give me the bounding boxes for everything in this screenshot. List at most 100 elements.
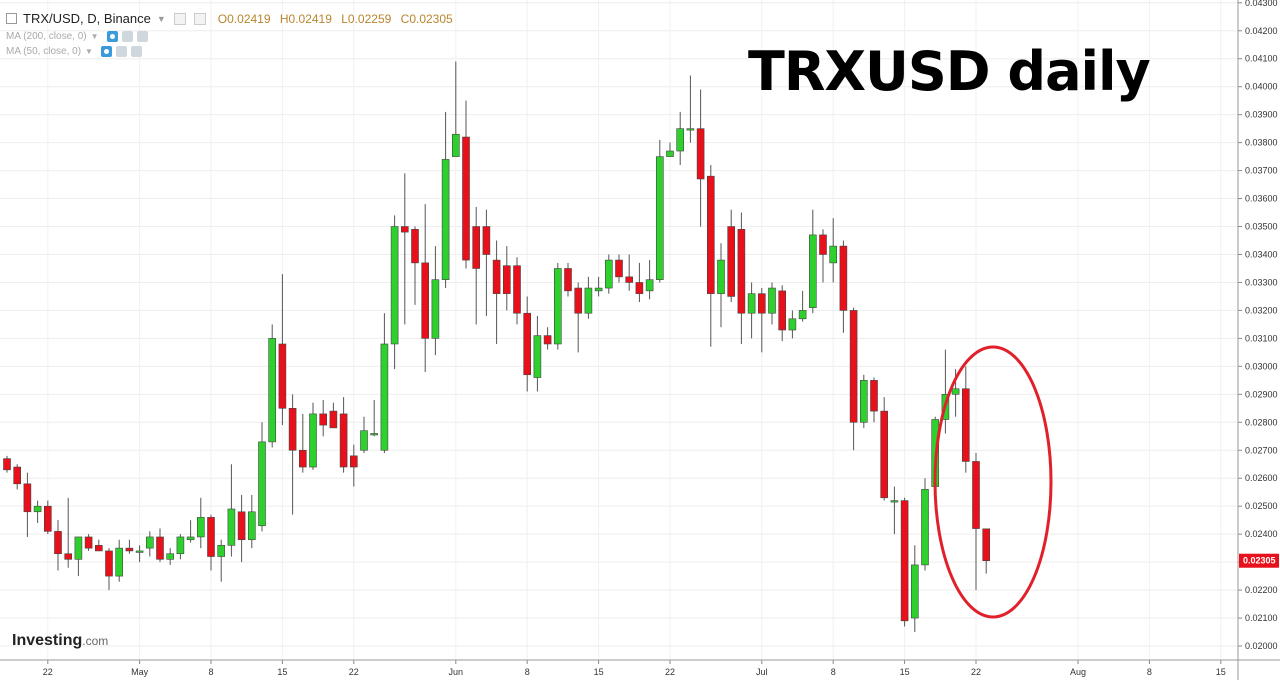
candle-body (248, 511, 256, 541)
candle (115, 539, 123, 582)
candle (717, 243, 725, 328)
candle (635, 262, 644, 303)
dropdown-arrow-icon[interactable]: ▼ (85, 47, 93, 56)
candle-body (421, 262, 430, 339)
candle-body (849, 310, 858, 423)
time-axis[interactable]: 22 May 8 15 22 Jun 8 15 22 Jul 8 15 22 Aug 8 15 (0, 659, 1280, 677)
close-icon[interactable] (193, 12, 206, 25)
candle (676, 111, 685, 165)
last-price-label: 0.02305 (1243, 556, 1276, 566)
candle (472, 206, 481, 325)
candle (84, 534, 93, 551)
candle (584, 276, 593, 319)
candle-body (462, 136, 470, 261)
candle-body (441, 159, 450, 280)
candle (666, 142, 674, 157)
symbol-toggle-icon[interactable] (6, 13, 17, 24)
candle-body (798, 310, 807, 320)
candle-body (146, 536, 154, 549)
ma-200-legend: MA (200, close, 0) ▼ (6, 31, 148, 42)
symbol-legend: TRX/USD, D, Binance ▼ O0.02419 H0.02419 … (6, 11, 459, 26)
y-tick-label: 0.03000 (1245, 361, 1278, 371)
candle-body (788, 318, 797, 331)
candle-body (3, 458, 11, 471)
candle (808, 209, 817, 314)
candle (95, 539, 103, 552)
candle-body (329, 410, 338, 429)
candle (217, 539, 225, 582)
candle-body (859, 380, 868, 423)
candle-body (921, 489, 929, 566)
candle (900, 497, 909, 627)
candle (696, 89, 705, 227)
x-tick-label: May (131, 667, 149, 677)
candle (594, 276, 603, 297)
candle-body (309, 413, 317, 468)
candle-body (880, 410, 889, 499)
candle-body (982, 528, 991, 562)
candle (462, 100, 470, 269)
candle (727, 209, 736, 303)
close-icon[interactable] (136, 31, 148, 42)
candle-body (900, 500, 909, 622)
settings-icon[interactable] (115, 46, 127, 57)
settings-icon[interactable] (121, 31, 133, 42)
candle (686, 75, 695, 143)
candle-body (523, 312, 532, 376)
visibility-eye-icon[interactable] (100, 46, 112, 57)
candle (380, 313, 389, 454)
candle (431, 246, 440, 356)
candle-body (747, 293, 756, 314)
ohlc-values: O0.02419 H0.02419 L0.02259 C0.02305 (218, 12, 459, 26)
candle-body (808, 234, 817, 308)
x-tick-label: Aug (1070, 667, 1086, 677)
candle-body (390, 226, 399, 345)
candle (849, 307, 858, 451)
ma-200-label[interactable]: MA (200, close, 0) (6, 31, 87, 42)
candle-body (207, 517, 215, 557)
price-axis[interactable]: 0.04300 0.04200 0.04100 0.04000 0.03900 0.038… (1237, 0, 1279, 680)
candle (43, 500, 52, 535)
y-tick-label: 0.04100 (1245, 54, 1278, 64)
candle (441, 111, 450, 289)
y-tick-label: 0.04300 (1245, 0, 1278, 8)
ma-50-label[interactable]: MA (50, close, 0) (6, 46, 82, 57)
candle-body (43, 505, 52, 532)
candle-body (115, 547, 123, 577)
settings-icon[interactable] (173, 12, 186, 25)
symbol-label[interactable]: TRX/USD, D, Binance (23, 11, 151, 26)
candle-body (186, 536, 195, 541)
candle (747, 282, 756, 339)
candle-body (502, 265, 511, 294)
candle (921, 478, 929, 571)
candle-body (564, 268, 572, 292)
candle-body (370, 433, 379, 436)
candle (360, 416, 368, 454)
candle (54, 520, 62, 571)
candle-body (543, 335, 552, 345)
x-tick-label: 22 (349, 667, 359, 677)
candle (982, 528, 991, 574)
visibility-eye-icon[interactable] (106, 31, 118, 42)
dropdown-arrow-icon[interactable]: ▼ (156, 13, 166, 24)
candle (309, 402, 317, 470)
candle-body (910, 564, 919, 619)
candle-body (176, 536, 185, 555)
candle (482, 209, 491, 317)
dropdown-arrow-icon[interactable]: ▼ (90, 32, 99, 41)
y-tick-label: 0.02100 (1245, 613, 1278, 623)
close-value: C0.02305 (400, 11, 453, 26)
y-tick-label: 0.03100 (1245, 333, 1278, 343)
candle-body (696, 128, 705, 180)
x-tick-label: 22 (971, 667, 981, 677)
candle (870, 377, 878, 423)
candle-body (227, 508, 236, 546)
y-tick-label: 0.03200 (1245, 305, 1278, 315)
close-icon[interactable] (130, 46, 142, 57)
y-tick-label: 0.02900 (1245, 389, 1278, 399)
candle (788, 310, 797, 339)
y-tick-label: 0.04000 (1245, 82, 1278, 92)
candle-body (513, 265, 521, 314)
y-tick-label: 0.03400 (1245, 249, 1278, 259)
